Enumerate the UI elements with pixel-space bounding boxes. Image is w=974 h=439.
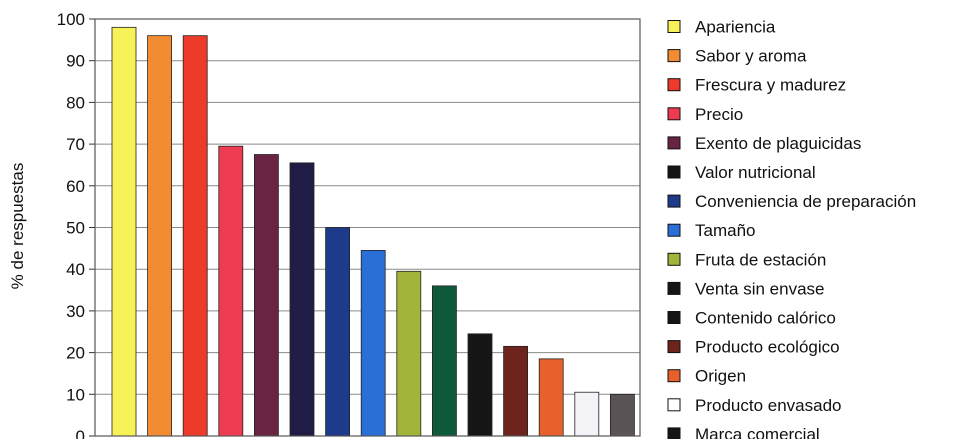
legend-label: Contenido calórico [695,309,836,328]
y-tick-label: 70 [66,135,85,154]
legend-swatch [667,427,681,439]
y-tick-label: 100 [57,10,85,29]
bar-15 [610,393,635,437]
legend-swatch [667,340,681,354]
legend-swatch [667,311,681,324]
plot-frame [94,18,641,437]
axis-layer: 0 10 20 30 40 50 60 70 80 90 100 [57,10,641,439]
y-tick-label: 80 [66,93,85,112]
legend-swatch [667,398,681,412]
bar-11 [467,333,493,437]
legend-label: Valor nutricional [695,163,816,182]
bar-10 [431,285,457,437]
legend-label: Producto ecológico [695,338,840,357]
legend-label: Precio [695,105,743,124]
legend-label: Frescura y madurez [695,76,846,95]
bars-layer [111,26,635,437]
bar-8 [360,250,386,437]
legend: Apariencia Sabor y aroma Frescura y madure… [667,18,916,439]
y-axis-title: % de respuestas [8,163,27,290]
legend-swatch [667,136,681,150]
bar-6 [289,162,315,437]
y-tick-label: 20 [66,344,85,363]
y-tick-label: 40 [66,260,85,279]
y-tick-label: 50 [66,219,85,238]
legend-label: Conveniencia de preparación [695,192,916,211]
y-tick-label: 90 [66,52,85,71]
bar-14 [574,391,600,437]
y-tick-label: 10 [66,385,85,404]
bar-7 [325,227,351,437]
legend-label: Fruta de estación [695,250,826,269]
legend-label: Producto envasado [695,396,842,415]
bar-4 [218,145,244,437]
bar-12 [503,345,529,437]
legend-label: Origen [695,367,746,386]
y-tick-label: 60 [66,177,85,196]
bar-1 [111,26,137,437]
legend-swatch [667,107,681,121]
bar-9 [396,270,422,437]
legend-swatch [667,223,681,237]
y-tick-label: 0 [76,427,85,439]
legend-swatch [667,20,681,33]
legend-swatch [667,281,681,295]
legend-swatch [667,194,681,208]
legend-swatch [667,165,681,179]
bar-13 [538,358,564,437]
y-tick-label: 30 [66,302,85,321]
legend-label: Tamaño [695,221,755,240]
bar-2 [147,35,173,437]
bar-3 [182,35,208,437]
legend-label: Apariencia [695,18,776,37]
bar-5 [253,154,279,437]
legend-label: Marca comercial [695,425,820,439]
legend-swatch [667,49,681,63]
legend-label: Sabor y aroma [695,47,807,66]
legend-swatch [667,369,681,383]
legend-swatch [667,252,681,266]
legend-swatch [667,78,681,92]
legend-label: Exento de plaguicidas [695,134,861,153]
legend-label: Venta sin envase [695,279,824,298]
